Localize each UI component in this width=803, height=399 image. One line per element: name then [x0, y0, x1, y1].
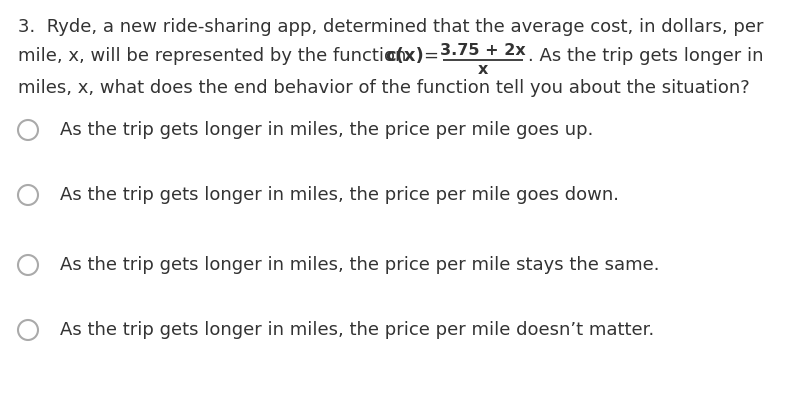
Text: . As the trip gets longer in: . As the trip gets longer in	[528, 47, 763, 65]
Text: c(x): c(x)	[385, 47, 423, 65]
Text: miles, x, what does the end behavior of the function tell you about the situatio: miles, x, what does the end behavior of …	[18, 79, 749, 97]
Text: 3.75 + 2x: 3.75 + 2x	[439, 43, 525, 58]
Text: 3.  Ryde, a new ride-sharing app, determined that the average cost, in dollars, : 3. Ryde, a new ride-sharing app, determi…	[18, 18, 763, 36]
Text: x: x	[477, 62, 487, 77]
Text: mile, x, will be represented by the function: mile, x, will be represented by the func…	[18, 47, 412, 65]
Text: As the trip gets longer in miles, the price per mile goes down.: As the trip gets longer in miles, the pr…	[60, 186, 618, 204]
Text: As the trip gets longer in miles, the price per mile stays the same.: As the trip gets longer in miles, the pr…	[60, 256, 658, 274]
Text: =: =	[422, 47, 438, 65]
Text: As the trip gets longer in miles, the price per mile goes up.: As the trip gets longer in miles, the pr…	[60, 121, 593, 139]
Text: As the trip gets longer in miles, the price per mile doesn’t matter.: As the trip gets longer in miles, the pr…	[60, 321, 654, 339]
